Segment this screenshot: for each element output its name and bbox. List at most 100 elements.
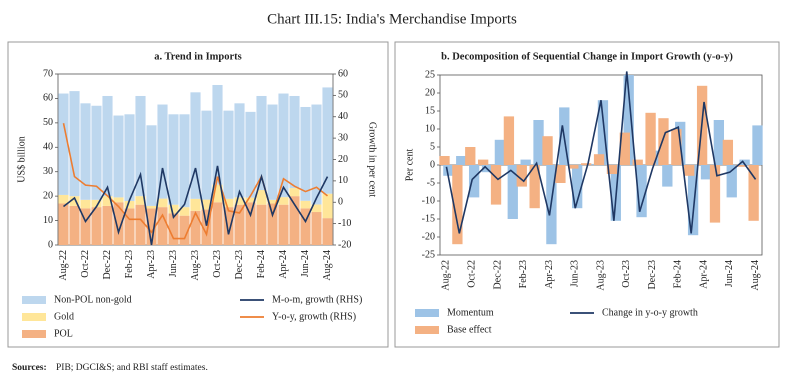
panel-frame [394,41,780,348]
bar [190,210,201,245]
bar [267,203,278,245]
bar [168,204,179,214]
legend-label: Momentum [447,307,494,318]
x-tick-label: Aug-24 [750,260,761,291]
bar [168,213,179,245]
y2-tick-label: 20 [338,154,348,165]
bar [322,218,333,245]
y2-tick-label: 0 [338,197,343,208]
bar [91,207,102,245]
bar [311,104,322,205]
legend-swatch [22,313,46,321]
bar [700,165,712,180]
bar [289,188,300,197]
legend-swatch [415,326,439,334]
legend-label: Y-o-y, growth (RHS) [272,311,356,322]
bar [684,165,695,176]
bar [212,184,223,203]
y-tick-label: 10 [43,215,53,226]
x-tick-label: Apr-24 [698,260,709,289]
bar [201,110,212,200]
bar [201,209,212,245]
bar [300,200,311,209]
x-tick-label: Apr-23 [146,250,157,279]
bar [572,165,583,209]
bar [619,132,630,165]
bar [658,118,669,165]
bar [739,159,750,165]
bar [267,104,278,200]
bar [179,215,190,245]
bar [58,194,69,204]
x-tick-label: Aug-24 [322,250,333,281]
y-axis-title: US$ billion [16,136,27,182]
bar [245,197,256,203]
y2-tick-label: 10 [338,175,348,186]
y-tick-label: 15 [425,105,435,116]
bar [69,205,80,245]
bar [311,204,322,213]
bar [201,199,212,210]
bar [80,103,91,200]
bar [465,147,476,165]
bar [632,159,643,165]
bar [245,202,256,245]
y-tick-label: 30 [43,166,53,177]
legend-swatch [22,296,46,304]
bar [542,136,553,165]
bar [468,165,480,198]
page-title: Chart III.15: India's Merchandise Import… [267,11,517,27]
bar [452,165,463,245]
bar [223,207,234,245]
bar [256,204,267,245]
legend-label: Change in y-o-y growth [602,307,698,318]
bar [645,112,656,165]
bar [520,159,531,165]
bar [234,204,245,245]
bar [671,129,682,165]
bar [662,165,673,187]
x-tick-label: Feb-23 [124,250,135,278]
bar [490,165,502,205]
bar [278,93,289,198]
x-tick-label: Aug-23 [595,260,606,291]
bar [456,156,467,165]
y-tick-label: 40 [43,142,53,153]
y-tick-label: 20 [43,190,53,201]
bar [752,125,763,165]
bar [516,165,527,187]
line [445,71,757,234]
bar [311,212,322,245]
y-tick-label: 10 [425,123,435,134]
bar [278,204,289,245]
bar [168,114,179,205]
legend-label: Base effect [447,324,492,335]
y-tick-label: -5 [427,177,435,188]
bar [113,115,124,198]
bar [636,165,647,218]
bar [439,156,450,165]
y-tick-label: -20 [422,231,435,242]
y-tick-label: 20 [425,87,435,98]
x-tick-label: Jun-23 [570,260,581,287]
y-tick-label: 60 [43,93,53,104]
y-tick-label: 70 [43,68,53,79]
x-tick-label: Feb-23 [518,260,529,288]
bar [581,163,592,165]
legend-label: M-o-m, growth (RHS) [272,294,362,305]
bar [146,125,157,206]
bar [179,207,190,216]
y2-tick-label: -10 [338,218,351,229]
bar [477,159,489,165]
panel-frame [7,41,389,348]
panel-title: b. Decomposition of Sequential Change in… [441,51,733,62]
bar [102,205,113,245]
bar [80,199,91,209]
bar [722,139,734,165]
panel-title: a. Trend in Imports [154,51,242,62]
bar [80,208,91,245]
x-tick-label: Oct-23 [621,260,632,288]
y-tick-label: -25 [422,249,435,260]
x-tick-label: Aug-23 [190,250,201,281]
